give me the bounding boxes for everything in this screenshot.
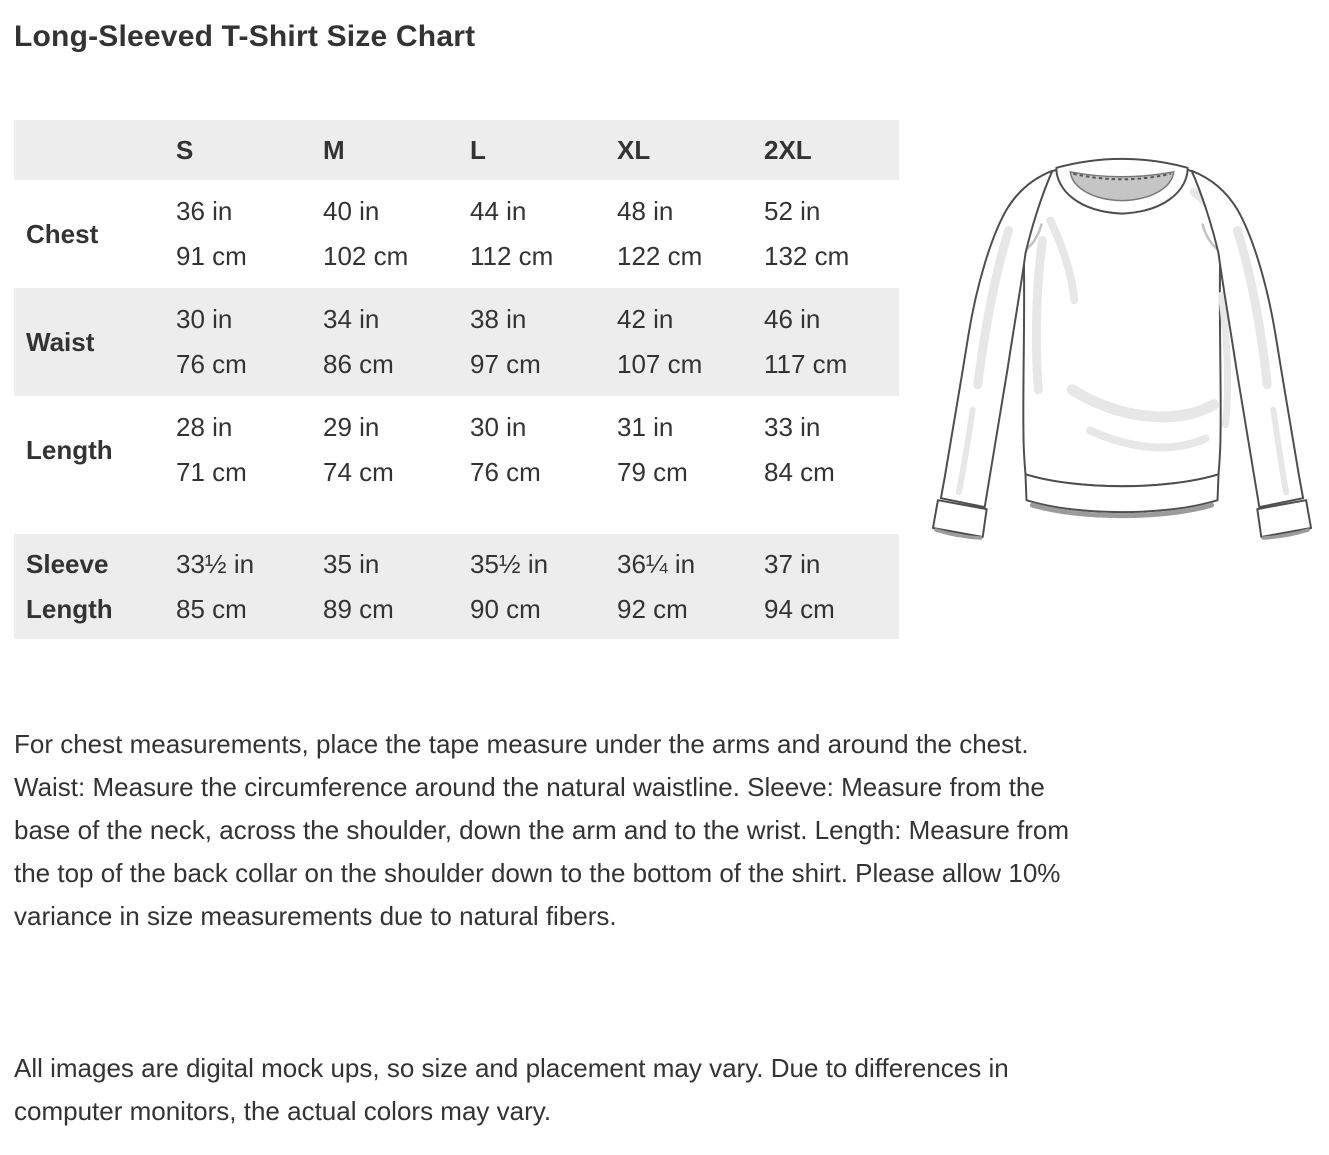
size-cell: 42 in 107 cm	[617, 304, 703, 379]
note-line: Waist: Measure the circumference around …	[14, 772, 1045, 802]
size-cell: 36 in 91 cm	[176, 196, 247, 271]
size-header-row: S M L XL 2XL	[14, 120, 899, 180]
page-title: Long-Sleeved T-Shirt Size Chart	[14, 20, 476, 53]
col-header-2xl: 2XL	[764, 134, 812, 165]
size-cell: 29 in 74 cm	[323, 412, 394, 487]
size-cell: 34 in 86 cm	[323, 304, 394, 379]
row-label-waist: Waist	[26, 326, 95, 357]
size-cell: 35½ in 90 cm	[470, 548, 549, 624]
col-header-xl: XL	[617, 134, 651, 165]
mockup-disclaimer: All images are digital mock ups, so size…	[14, 1047, 1315, 1133]
table-row-sleeve-length: Sleeve Length 33½ in 85 cm 35 in 89 cm 3…	[14, 534, 899, 639]
size-cell: 44 in 112 cm	[470, 196, 554, 271]
size-cell: 40 in 102 cm	[323, 196, 409, 271]
size-cell: 28 in 71 cm	[176, 412, 247, 487]
row-label-length: Length	[26, 434, 113, 465]
size-cell: 30 in 76 cm	[176, 304, 247, 379]
note-line: For chest measurements, place the tape m…	[14, 729, 1029, 759]
note-line: computer monitors, the actual colors may…	[14, 1096, 552, 1126]
table-row-waist: Waist 30 in 76 cm 34 in 86 cm 38 in 97 c…	[14, 288, 899, 396]
size-cell: 30 in 76 cm	[470, 412, 541, 487]
note-line: All images are digital mock ups, so size…	[14, 1053, 1009, 1083]
size-cell: 36¼ in 92 cm	[617, 548, 696, 624]
note-line: variance in size measurements due to nat…	[14, 901, 617, 931]
corner-cell	[14, 120, 164, 180]
note-line: base of the neck, across the shoulder, d…	[14, 815, 1070, 845]
size-chart-table: S M L XL 2XL Chest 36 in 91 cm 40 in	[14, 120, 899, 639]
row-label-sleeve-length: Sleeve Length	[26, 548, 113, 624]
note-line: the top of the back collar on the should…	[14, 858, 1061, 888]
table-row-spacer	[14, 504, 899, 534]
size-chart-section: S M L XL 2XL Chest 36 in 91 cm 40 in	[14, 120, 1315, 639]
col-header-m: M	[323, 134, 345, 165]
col-header-s: S	[176, 134, 194, 165]
col-header-l: L	[470, 134, 486, 165]
size-cell: 37 in 94 cm	[764, 548, 835, 624]
size-cell: 38 in 97 cm	[470, 304, 541, 379]
table-row-length: Length 28 in 71 cm 29 in 74 cm 30 in 76 …	[14, 396, 899, 504]
long-sleeve-shirt-illustration	[931, 157, 1313, 540]
measurement-instructions: For chest measurements, place the tape m…	[14, 723, 1315, 938]
size-cell: 52 in 132 cm	[764, 196, 850, 271]
size-cell: 31 in 79 cm	[617, 412, 688, 487]
size-cell: 33 in 84 cm	[764, 412, 835, 487]
row-label-chest: Chest	[26, 218, 99, 249]
size-cell: 46 in 117 cm	[764, 304, 848, 379]
table-row-chest: Chest 36 in 91 cm 40 in 102 cm 44 in 112…	[14, 180, 899, 288]
size-cell: 33½ in 85 cm	[176, 548, 255, 624]
size-cell: 48 in 122 cm	[617, 196, 703, 271]
size-cell: 35 in 89 cm	[323, 548, 394, 624]
